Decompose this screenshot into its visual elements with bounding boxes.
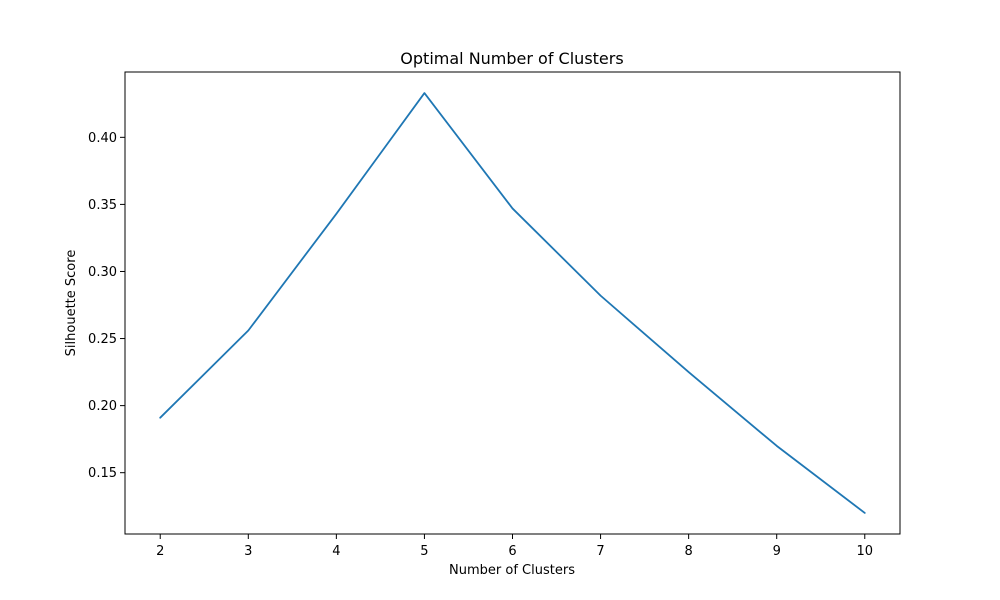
y-tick-label-5: 0.35 <box>88 198 117 213</box>
y-tick-label-4: 0.30 <box>88 265 117 280</box>
plot-area-frame <box>124 71 901 535</box>
series-line-1 <box>159 92 866 514</box>
y-axis-label: Silhouette Score <box>64 250 79 357</box>
x-tick-label-8: 8 <box>684 544 692 559</box>
x-tick-label-5: 5 <box>420 544 428 559</box>
x-tick-label-9: 9 <box>773 544 781 559</box>
x-tick-label-7: 7 <box>596 544 604 559</box>
x-axis-label: Number of Clusters <box>449 563 575 578</box>
y-tick-label-6: 0.40 <box>88 131 117 146</box>
y-tick-label-1: 0.15 <box>88 466 117 481</box>
x-tick-label-2: 2 <box>156 544 164 559</box>
x-axis-ticks: 2 3 4 5 6 7 8 9 10 <box>156 534 873 559</box>
series-layer <box>159 92 866 514</box>
y-axis-ticks: 0.15 0.20 0.25 0.30 0.35 0.40 <box>88 131 125 481</box>
y-tick-label-2: 0.20 <box>88 399 117 414</box>
x-tick-label-3: 3 <box>244 544 252 559</box>
chart-title: Optimal Number of Clusters <box>400 49 623 68</box>
x-tick-label-10: 10 <box>856 544 873 559</box>
x-tick-label-4: 4 <box>332 544 340 559</box>
x-tick-label-6: 6 <box>508 544 516 559</box>
y-tick-label-3: 0.25 <box>88 332 117 347</box>
